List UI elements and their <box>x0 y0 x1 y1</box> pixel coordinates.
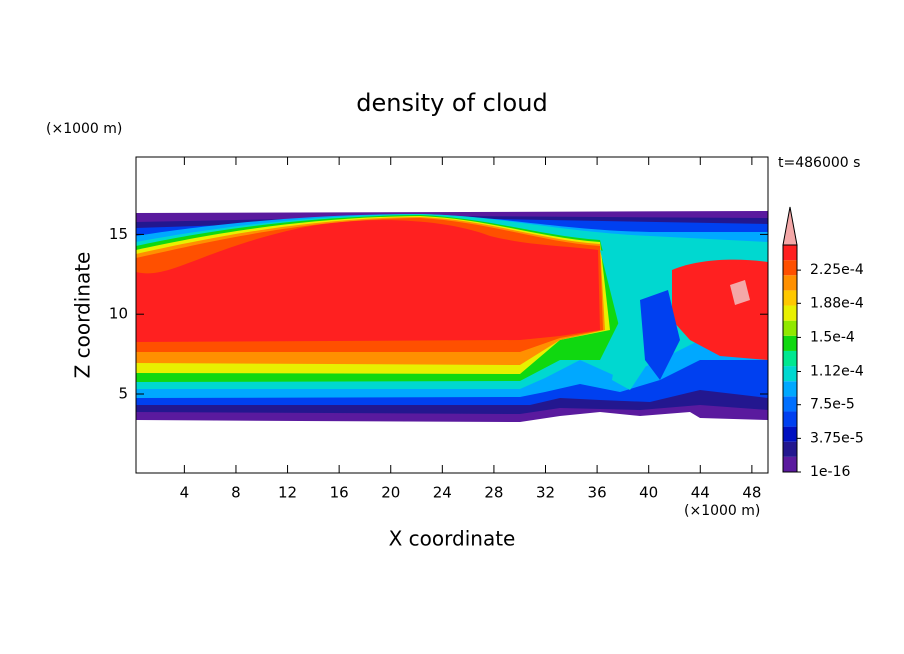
x-tick-label: 20 <box>381 484 400 502</box>
colorbar-tick-label: 3.75e-5 <box>810 430 864 446</box>
y-tick-label: 10 <box>109 305 128 323</box>
x-tick-label: 32 <box>536 484 555 502</box>
colorbar-band <box>783 290 797 306</box>
x-tick-label: 36 <box>588 484 607 502</box>
colorbar-tick-label: 7.5e-5 <box>810 397 855 413</box>
colorbar-frame <box>782 244 798 473</box>
colorbar-band <box>783 426 797 442</box>
x-tick-label: 28 <box>484 484 503 502</box>
colorbar-band <box>783 245 797 261</box>
colorbar-band <box>783 335 797 351</box>
x-axis-label: X coordinate <box>389 527 516 551</box>
plot-frame <box>135 156 769 474</box>
colorbar-extend <box>782 206 798 246</box>
x-tick-label: 8 <box>231 484 241 502</box>
x-unit: (×1000 m) <box>684 503 760 519</box>
colorbar-band <box>783 441 797 457</box>
annotation: t=486000 s <box>778 155 860 171</box>
y-tick-label: 15 <box>109 225 128 243</box>
colorbar-tick-label: 1.5e-4 <box>810 329 855 345</box>
y-axis-label: Z coordinate <box>71 252 95 379</box>
colorbar-band <box>783 350 797 367</box>
contour-field <box>136 211 768 422</box>
colorbar-band <box>783 396 797 412</box>
colorbar-tick-label: 1.88e-4 <box>810 295 864 311</box>
colorbar-band <box>783 411 797 427</box>
x-tick-label: 12 <box>278 484 297 502</box>
x-tick-label: 44 <box>691 484 710 502</box>
colorbar-band <box>783 305 797 321</box>
y-unit: (×1000 m) <box>46 121 122 137</box>
colorbar-band <box>783 320 797 336</box>
x-tick-label: 48 <box>742 484 761 502</box>
x-tick-label: 24 <box>433 484 452 502</box>
colorbar-band <box>783 381 797 397</box>
colorbar-tick-label: 1e-16 <box>810 464 850 480</box>
chart-title: density of cloud <box>356 89 547 117</box>
y-tick-label: 5 <box>118 385 128 403</box>
x-tick-label: 40 <box>639 484 658 502</box>
colorbar-tick-label: 2.25e-4 <box>810 262 864 278</box>
colorbar-band <box>783 456 797 472</box>
colorbar-band <box>783 366 797 382</box>
x-tick-label: 4 <box>180 484 190 502</box>
colorbar-band <box>783 260 797 276</box>
colorbar-tick-label: 1.12e-4 <box>810 364 864 380</box>
colorbar-band <box>783 275 797 291</box>
x-tick-label: 16 <box>330 484 349 502</box>
